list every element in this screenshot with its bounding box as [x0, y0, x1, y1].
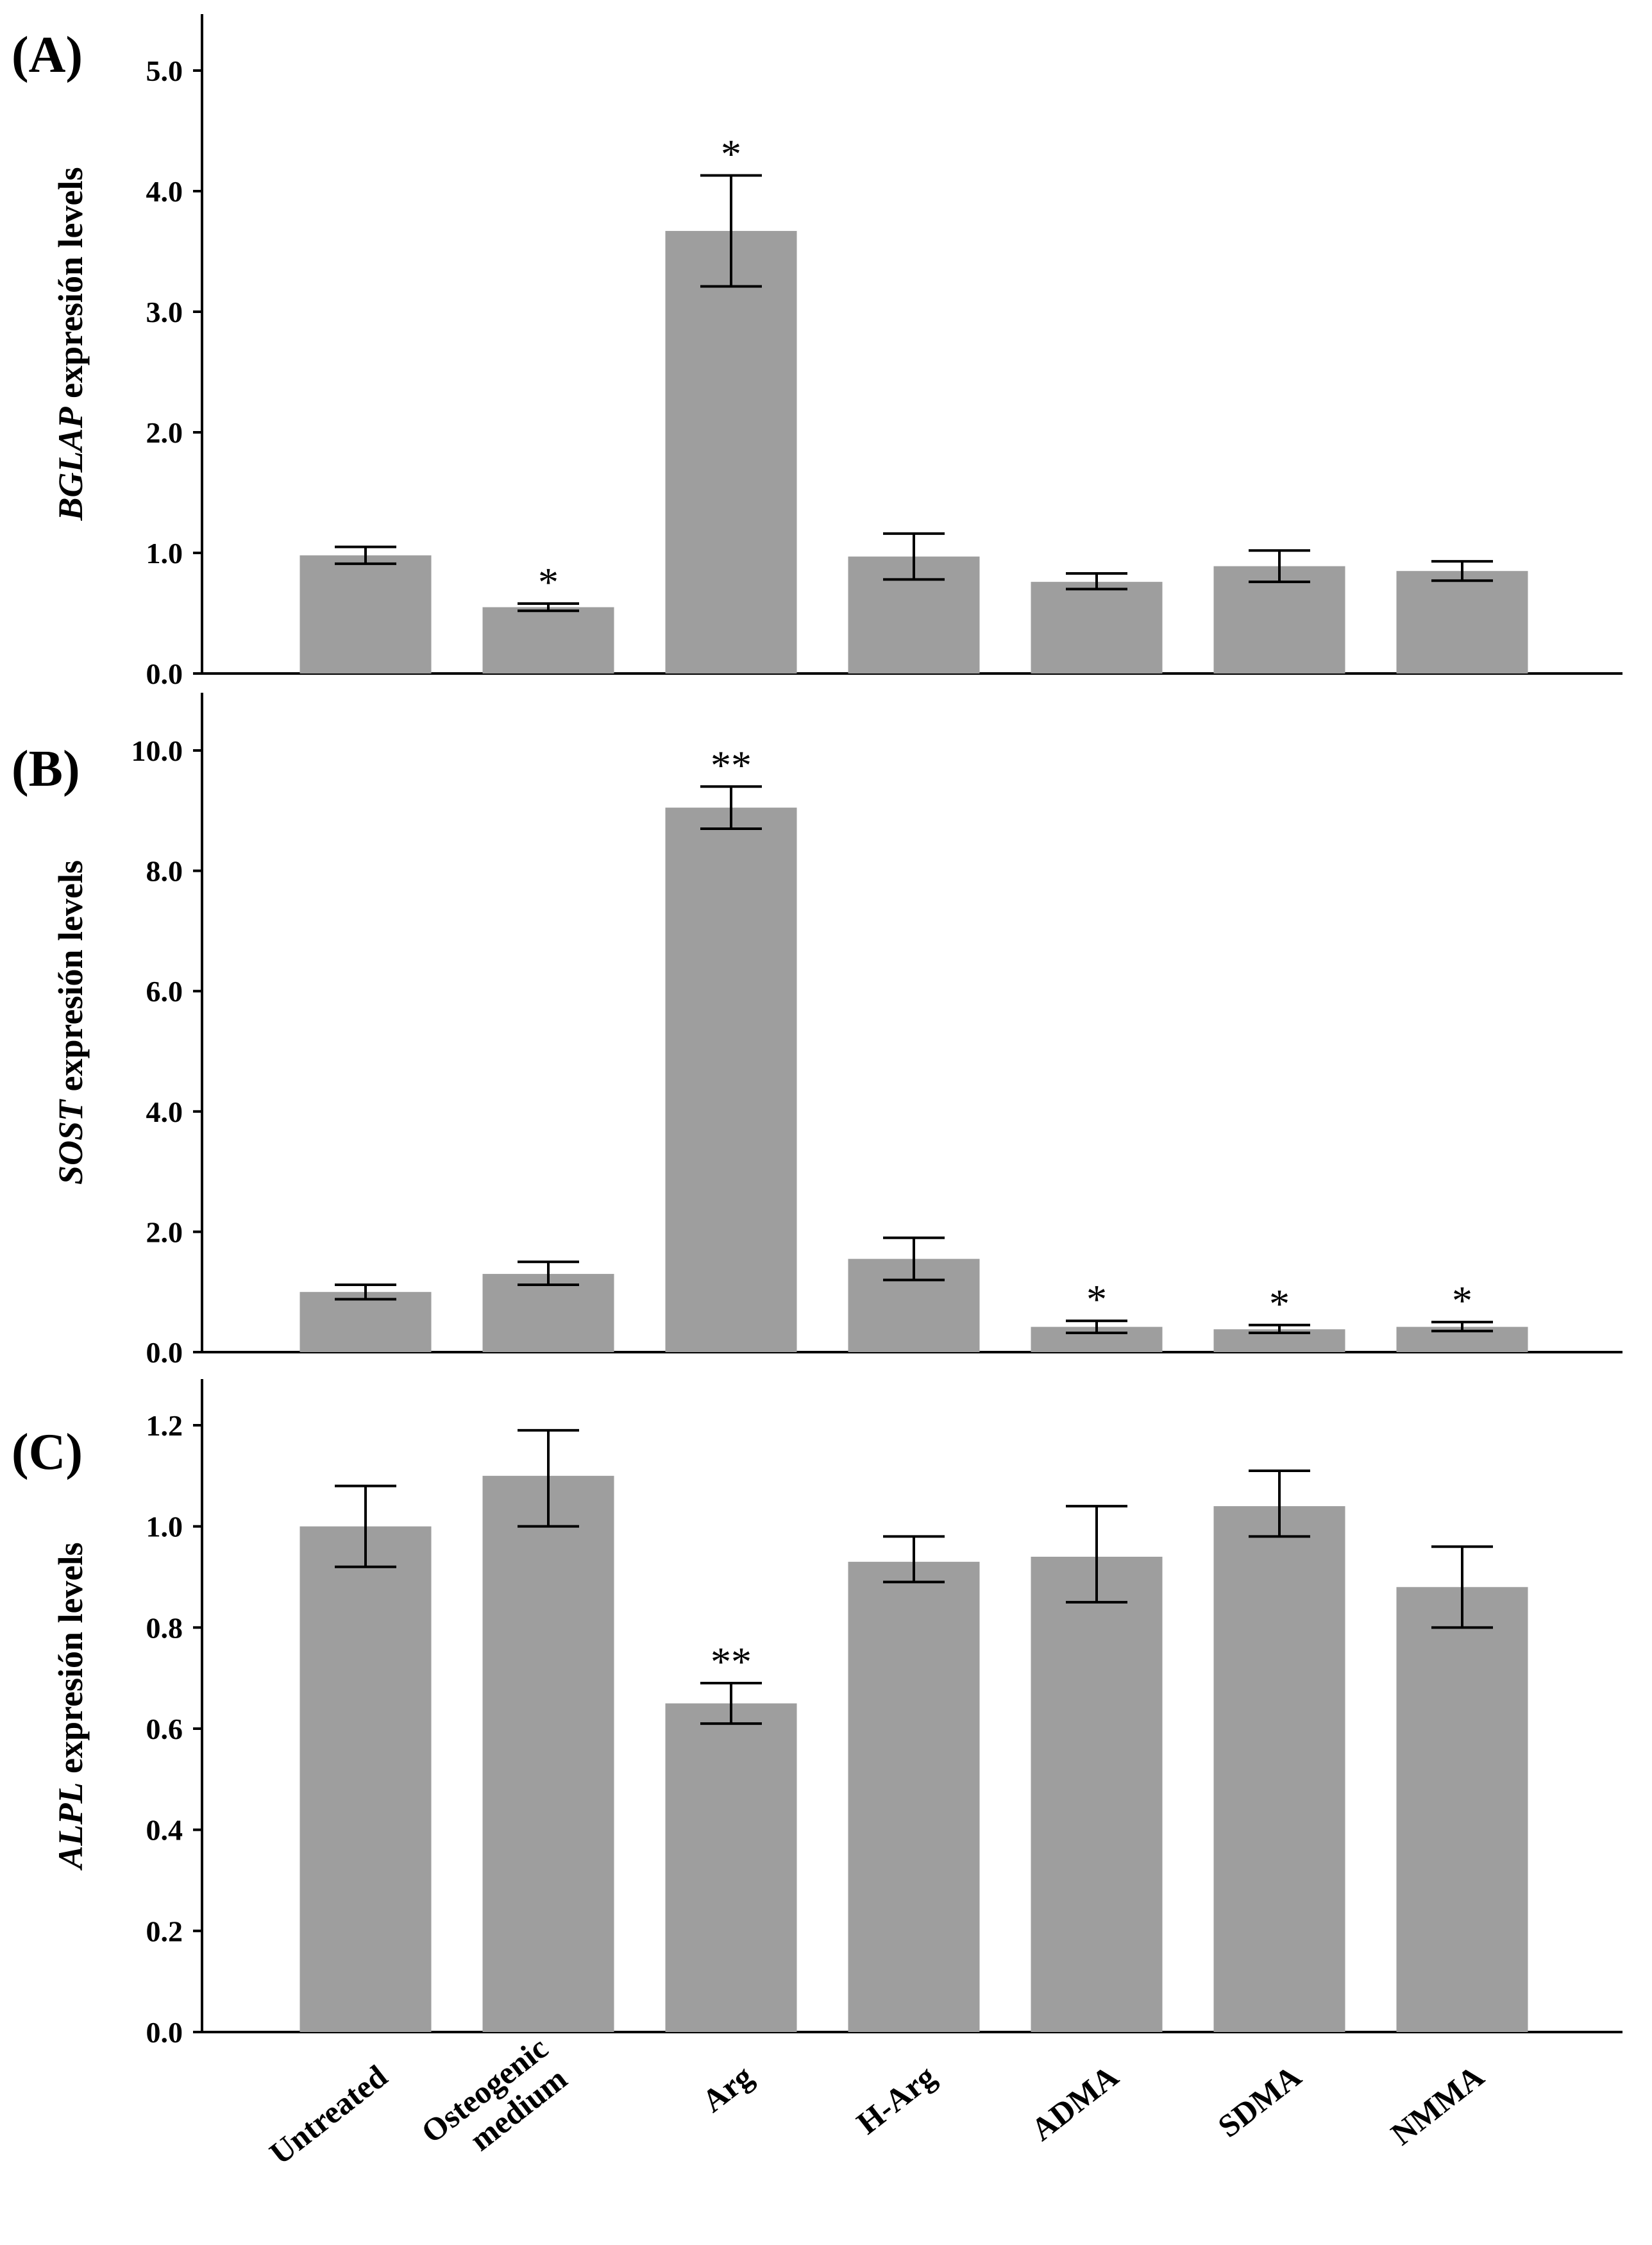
bar-osteogenic-medium: [482, 1475, 614, 2032]
error-bar: [700, 785, 762, 830]
panel-label: (A): [12, 27, 83, 83]
x-tick-label: H-Arg: [850, 2058, 942, 2141]
y-tick-label: 0.0: [146, 1336, 183, 1369]
y-tick-label: 4.0: [146, 1096, 183, 1128]
bar-sdma: [1213, 1506, 1345, 2032]
bar-untreated: [299, 1292, 432, 1352]
error-bar: [1431, 560, 1493, 582]
x-tick-label-line: Untreated: [263, 2058, 394, 2171]
bar-arg: [665, 808, 797, 1352]
bar-nmma: [1396, 1587, 1528, 2032]
error-bar: [883, 532, 945, 581]
error-bar: [883, 1535, 945, 1584]
error-bar: [883, 1236, 945, 1282]
error-bar: [1249, 1469, 1310, 1538]
bar-osteogenic-medium: [482, 1274, 614, 1352]
y-tick-label: 6.0: [146, 975, 183, 1008]
significance-marker: *: [538, 559, 559, 605]
error-bar: [335, 1283, 396, 1301]
x-tick-label: Osteogenicmedium: [414, 2029, 577, 2178]
y-tick-label: 8.0: [146, 855, 183, 888]
error-bar: [518, 1260, 579, 1286]
error-bar: [1066, 572, 1127, 591]
y-axis-title-gene: ALPL: [51, 1782, 90, 1870]
error-bar: [1066, 1505, 1127, 1604]
y-tick-label: 10.0: [131, 734, 183, 767]
bar-adma: [1031, 582, 1163, 674]
x-tick-label: NMMA: [1384, 2058, 1490, 2152]
error-bar: [518, 602, 579, 613]
y-tick-label: 0.2: [146, 1915, 183, 1947]
y-axis-title: ALPL expresión levels: [51, 1543, 90, 1871]
error-bar: [335, 545, 396, 565]
error-bar: [1249, 1323, 1310, 1334]
bar-nmma: [1396, 571, 1528, 674]
error-bar: [700, 174, 762, 288]
x-tick-label-line: ADMA: [1024, 2058, 1125, 2148]
y-tick-label: 0.6: [146, 1713, 183, 1745]
y-tick-label: 3.0: [146, 296, 183, 328]
y-tick-label: 0.0: [146, 2016, 183, 2049]
error-bar: [1066, 1319, 1127, 1334]
bar-untreated: [299, 1526, 432, 2032]
y-axis-title-gene: BGLAP: [51, 406, 90, 521]
x-tick-label-line: Arg: [695, 2058, 759, 2119]
y-tick-label: 0.4: [146, 1814, 183, 1847]
x-tick-label-line: SDMA: [1211, 2058, 1308, 2144]
x-tick-label-line: NMMA: [1384, 2058, 1490, 2152]
y-tick-label: 1.0: [146, 1511, 183, 1543]
error-bar: [1431, 1321, 1493, 1333]
y-tick-label: 5.0: [146, 55, 183, 87]
bar-untreated: [299, 555, 432, 674]
x-tick-label: Untreated: [263, 2058, 394, 2171]
chart-panel-b: (B) 0.0 2.0 4.0 6.0 8.0 10.0 SOST expresión lev…: [12, 693, 1622, 1369]
panel-label: (B): [12, 741, 80, 797]
bar-adma: [1031, 1556, 1163, 2032]
significance-marker: *: [1452, 1278, 1472, 1323]
bar-arg: [665, 231, 797, 674]
significance-marker: *: [1269, 1281, 1290, 1326]
bar-osteogenic-medium: [482, 607, 614, 674]
y-axis-title: SOST expresión levels: [51, 860, 90, 1185]
significance-marker: **: [711, 742, 752, 788]
error-bar: [1249, 549, 1310, 584]
error-bar: [700, 1682, 762, 1725]
bar-h-arg: [848, 1561, 980, 2032]
bar-arg: [665, 1703, 797, 2032]
y-axis-title-rest: expresión levels: [51, 860, 90, 1100]
y-tick-label: 0.0: [146, 657, 183, 690]
significance-marker: **: [711, 1639, 752, 1684]
chart-panel-a: (A) 0.0 1.0 2.0 3.0 4.0 5.0 BGLAP expresión lev…: [12, 14, 1622, 690]
y-tick-label: 2.0: [146, 416, 183, 449]
x-tick-label: SDMA: [1211, 2058, 1308, 2144]
y-tick-label: 1.2: [146, 1409, 183, 1442]
y-tick-label: 0.8: [146, 1611, 183, 1644]
y-axis-title-rest: expresión levels: [51, 167, 90, 407]
y-axis-title-gene: SOST: [51, 1099, 90, 1185]
chart-panel-c: (C) 0.0 0.2 0.4 0.6 0.8 1.0 1.2 ALPL expresión l…: [12, 1379, 1622, 2049]
y-tick-label: 2.0: [146, 1216, 183, 1248]
y-axis-title-rest: expresión levels: [51, 1543, 90, 1783]
x-tick-label: Arg: [695, 2058, 759, 2119]
error-bar: [335, 1484, 396, 1568]
x-tick-label-line: H-Arg: [850, 2058, 942, 2141]
panel-label: (C): [12, 1424, 83, 1480]
significance-marker: *: [721, 131, 741, 177]
y-axis-title: BGLAP expresión levels: [51, 167, 90, 521]
y-tick-label: 4.0: [146, 175, 183, 208]
x-tick-label: ADMA: [1024, 2058, 1125, 2148]
error-bar: [518, 1428, 579, 1528]
significance-marker: *: [1086, 1276, 1107, 1322]
error-bar: [1431, 1545, 1493, 1629]
bar-sdma: [1213, 566, 1345, 674]
y-tick-label: 1.0: [146, 537, 183, 570]
